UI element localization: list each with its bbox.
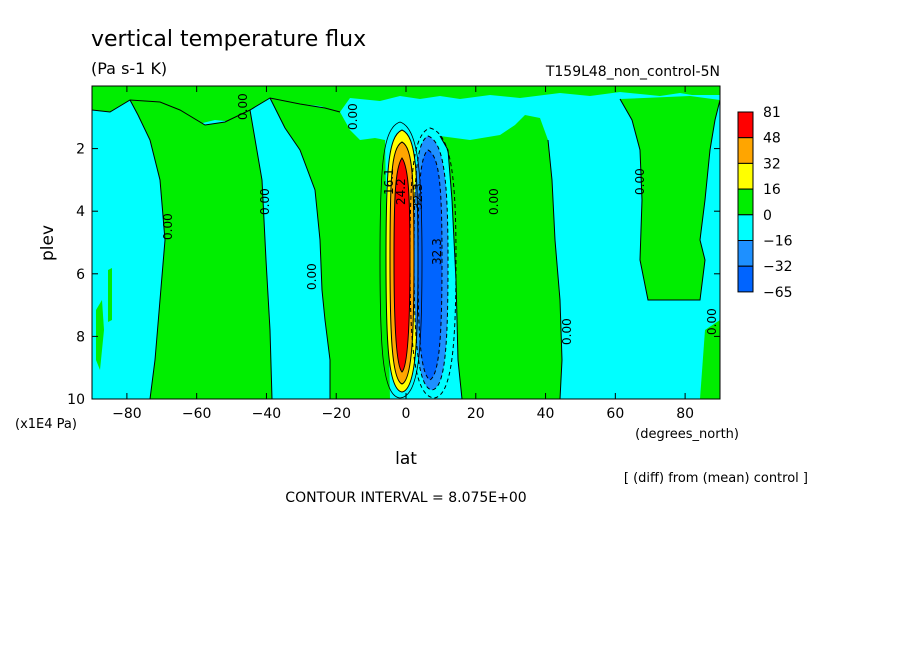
y-tick-label: 4 [76, 204, 85, 220]
contour-label: 0.00 [305, 263, 319, 290]
contour-label: 32.3 [430, 238, 444, 265]
colorbar-swatch [737, 111, 754, 139]
colorbar-label: 0 [763, 208, 772, 224]
x-tick-label: −40 [252, 406, 282, 422]
colorbar-swatch [737, 265, 754, 293]
diff-note: [ (diff) from (mean) control ] [624, 471, 808, 486]
region-green-arctic [620, 96, 720, 300]
x-axis: −80 −60 −40 −20 0 20 40 60 80 [112, 86, 694, 422]
chart-title: vertical temperature flux [91, 27, 366, 52]
colorbar-swatch [737, 162, 754, 190]
region-green-arctic-low [700, 320, 720, 399]
y-axis: 2 4 6 8 10 [67, 142, 720, 408]
contour-label: 0.00 [633, 168, 647, 195]
colorbar-label: 48 [763, 131, 781, 147]
x-tick-label: −80 [112, 406, 142, 422]
colorbar-swatch [737, 214, 754, 242]
x-tick-label: 20 [467, 406, 485, 422]
colorbar-label: −16 [763, 234, 793, 250]
x-tick-label: −20 [321, 406, 351, 422]
region-red-positive [394, 158, 410, 372]
y-axis-label: plev [38, 225, 58, 261]
x-tick-label: 60 [606, 406, 624, 422]
colorbar-swatch [737, 240, 754, 267]
contour-label: 0.00 [161, 213, 175, 240]
y-tick-label: 8 [76, 329, 85, 345]
contour-label-group: 0.00 0.00 0.00 0.00 0.00 0.00 0.00 0.00 … [161, 93, 719, 345]
region-green-small-sw [96, 300, 104, 370]
chart-subtitle: (Pa s-1 K) [91, 59, 167, 78]
y-units: (x1E4 Pa) [15, 417, 77, 432]
region-green-tropics-south [270, 98, 390, 399]
region-blue-negative [418, 150, 442, 380]
region-green-southern [130, 100, 272, 399]
colorbar-swatch [737, 188, 754, 216]
colorbar: 81 48 32 16 0 −16 −32 −65 [737, 105, 793, 301]
y-tick-label: 6 [76, 267, 85, 283]
x-tick-label: 0 [402, 406, 411, 422]
colorbar-label: 32 [763, 156, 781, 172]
contour-label: 32.3 [411, 183, 425, 210]
colorbar-swatch [737, 137, 754, 164]
x-tick-label: −60 [182, 406, 212, 422]
y-tick-label: 10 [67, 392, 85, 408]
region-green-tropics-north [440, 115, 562, 399]
colorbar-label: 81 [763, 105, 781, 121]
region-green-upper-band [92, 86, 720, 126]
contour-label: 0.00 [705, 308, 719, 335]
run-label: T159L48_non_control-5N [545, 64, 720, 80]
colorbar-label: −65 [763, 285, 793, 301]
contour-label: 0.00 [346, 103, 360, 130]
x-tick-label: 80 [676, 406, 694, 422]
contour-interval: CONTOUR INTERVAL = 8.075E+00 [285, 490, 526, 506]
contour-label: 0.00 [258, 188, 272, 215]
x-tick-label: 40 [537, 406, 555, 422]
contour-label: 0.00 [560, 318, 574, 345]
contour-label: 16.1 [382, 168, 396, 195]
x-units: (degrees_north) [635, 427, 739, 442]
contour-label: 0.00 [236, 93, 250, 120]
y-tick-label: 2 [76, 142, 85, 158]
field-layer: 0.00 0.00 0.00 0.00 0.00 0.00 0.00 0.00 … [92, 86, 720, 399]
region-green-small-sw2 [108, 268, 112, 322]
contour-lines [92, 97, 720, 399]
negative-contour-lines [409, 127, 457, 399]
contour-label: 24.2 [394, 178, 408, 205]
x-axis-label: lat [395, 449, 417, 469]
colorbar-label: 16 [763, 182, 781, 198]
colorbar-label: −32 [763, 259, 793, 275]
contour-label: 0.00 [487, 188, 501, 215]
